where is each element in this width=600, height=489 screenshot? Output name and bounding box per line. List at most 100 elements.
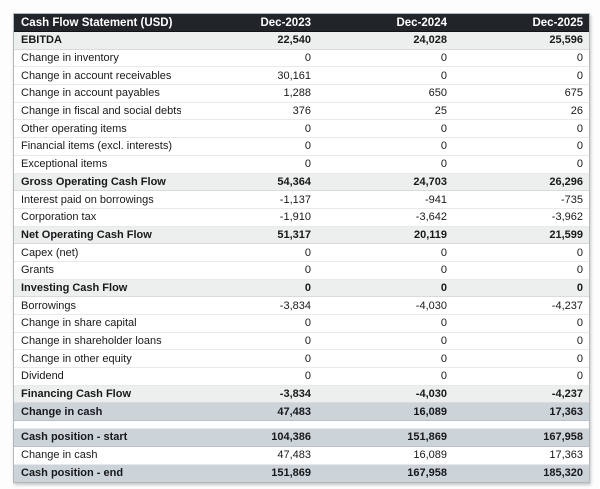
- cell-value: 0: [440, 335, 447, 348]
- table-row-change-in-cash: Change in cash 47,483 16,089 17,363: [14, 403, 589, 422]
- cell-value: 0: [576, 158, 583, 171]
- table-row: Financial items (excl. interests) 0 0 0: [14, 138, 589, 156]
- table-title: Cash Flow Statement (USD): [21, 16, 173, 29]
- cell-value: 0: [304, 140, 311, 153]
- cell-value: 1,288: [283, 87, 311, 100]
- table-row: Change in cash 47,483 16,089 17,363: [14, 446, 589, 465]
- table-row-net-operating-cash-flow: Net Operating Cash Flow 51,317 20,119 21…: [14, 226, 589, 245]
- row-label: Interest paid on borrowings: [21, 193, 154, 206]
- cell-value: 0: [304, 52, 311, 65]
- cell-value: 26: [570, 105, 583, 118]
- row-label: Other operating items: [21, 122, 127, 135]
- table-row: Change in account payables 1,288 650 675: [14, 85, 589, 103]
- cell-value: 17,363: [549, 405, 583, 418]
- row-label: Capex (net): [21, 246, 79, 259]
- cell-value: 0: [304, 246, 311, 259]
- row-label: Change in cash: [21, 405, 103, 418]
- row-label: Change in account payables: [21, 87, 160, 100]
- cell-value: 0: [440, 69, 447, 82]
- cell-value: -735: [560, 193, 583, 206]
- table-row: Change in other equity 0 0 0: [14, 350, 589, 369]
- row-label: Change in fiscal and social debts: [21, 105, 181, 118]
- cell-value: 151,869: [271, 467, 311, 480]
- cell-value: -1,137: [279, 193, 311, 206]
- cell-value: 16,089: [413, 449, 447, 462]
- cell-value: 151,869: [407, 431, 447, 444]
- table-row-ebitda: EBITDA 22,540 24,028 25,596: [14, 32, 589, 50]
- table-row: Capex (net) 0 0 0: [14, 244, 589, 262]
- cell-value: 0: [304, 264, 311, 277]
- column-header-dec-2024: Dec-2024: [396, 16, 447, 29]
- cell-value: 0: [576, 122, 583, 135]
- row-label: Change in cash: [21, 449, 98, 462]
- cell-value: -3,642: [415, 211, 447, 224]
- cell-value: 0: [440, 246, 447, 259]
- cell-value: 0: [304, 158, 311, 171]
- table-row: Borrowings -3,834 -4,030 -4,237: [14, 297, 589, 315]
- cell-value: 0: [576, 264, 583, 277]
- table-row-financing-cash-flow: Financing Cash Flow -3,834 -4,030 -4,237: [14, 385, 589, 404]
- cell-value: 25,596: [549, 34, 583, 47]
- table-row: Exceptional items 0 0 0: [14, 155, 589, 174]
- table-row: Grants 0 0 0: [14, 261, 589, 280]
- row-label: Corporation tax: [21, 211, 97, 224]
- cell-value: 22,540: [277, 34, 311, 47]
- cell-value: 25: [434, 105, 447, 118]
- cell-value: 0: [440, 370, 447, 383]
- table-row: Change in account receivables 30,161 0 0: [14, 67, 589, 86]
- table-row: Change in fiscal and social debts 376 25…: [14, 102, 589, 121]
- cell-value: 20,119: [413, 228, 447, 241]
- row-label: Cash position - end: [21, 467, 124, 480]
- row-label: Change in account receivables: [21, 69, 172, 82]
- row-label: Grants: [21, 264, 55, 277]
- cell-value: -4,237: [551, 388, 583, 401]
- table-row-investing-cash-flow: Investing Cash Flow 0 0 0: [14, 279, 589, 298]
- cell-value: 0: [440, 140, 447, 153]
- cell-value: 47,483: [277, 405, 311, 418]
- cell-value: 24,028: [413, 34, 447, 47]
- cell-value: 54,364: [277, 175, 311, 188]
- table-row: Corporation tax -1,910 -3,642 -3,962: [14, 208, 589, 227]
- cell-value: 167,958: [407, 467, 447, 480]
- cell-value: 26,296: [549, 175, 583, 188]
- row-label: Financial items (excl. interests): [21, 140, 172, 153]
- table-row-cash-position-end: Cash position - end 151,869 167,958 185,…: [14, 464, 589, 483]
- column-header-dec-2025: Dec-2025: [532, 16, 583, 29]
- cell-value: 0: [440, 352, 447, 365]
- cell-value: 104,386: [271, 431, 311, 444]
- cell-value: 0: [304, 281, 311, 294]
- section-spacer: [14, 421, 589, 430]
- row-label: Change in other equity: [21, 352, 132, 365]
- cell-value: 0: [440, 317, 447, 330]
- cell-value: 0: [304, 352, 311, 365]
- cell-value: -3,962: [551, 211, 583, 224]
- row-label: Gross Operating Cash Flow: [21, 175, 166, 188]
- cell-value: -3,834: [279, 299, 311, 312]
- row-label: Change in share capital: [21, 317, 137, 330]
- cell-value: 675: [564, 87, 583, 100]
- cash-flow-statement-table: Cash Flow Statement (USD) Dec-2023 Dec-2…: [13, 13, 590, 484]
- cell-value: 21,599: [549, 228, 583, 241]
- cell-value: 0: [304, 335, 311, 348]
- cell-value: 650: [428, 87, 447, 100]
- cell-value: 0: [576, 140, 583, 153]
- cell-value: 0: [440, 264, 447, 277]
- cell-value: 0: [440, 122, 447, 135]
- table-row: Interest paid on borrowings -1,137 -941 …: [14, 191, 589, 209]
- cell-value: 167,958: [543, 431, 583, 444]
- cell-value: -4,030: [415, 299, 447, 312]
- table-row-cash-position-start: Cash position - start 104,386 151,869 16…: [14, 429, 589, 447]
- cell-value: 17,363: [549, 449, 583, 462]
- row-label: Borrowings: [21, 299, 77, 312]
- cell-value: 0: [440, 158, 447, 171]
- cell-value: 376: [292, 105, 311, 118]
- cell-value: 0: [304, 370, 311, 383]
- row-label: Cash position - start: [21, 431, 128, 444]
- cell-value: 51,317: [277, 228, 311, 241]
- column-header-dec-2023: Dec-2023: [260, 16, 311, 29]
- cell-value: 0: [440, 281, 447, 294]
- cell-value: 0: [576, 335, 583, 348]
- table-row: Other operating items 0 0 0: [14, 120, 589, 139]
- row-label: Financing Cash Flow: [21, 388, 132, 401]
- cell-value: -3,834: [279, 388, 311, 401]
